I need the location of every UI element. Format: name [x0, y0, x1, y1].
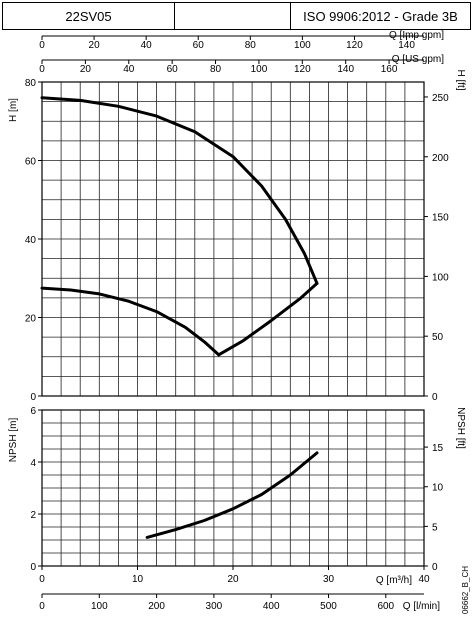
- head-y-axis-label: H [m]: [8, 98, 19, 122]
- y-tick-label: 20: [25, 314, 37, 325]
- imp-gpm-tick-label: 120: [346, 40, 363, 51]
- x-axis-label: Q [m³/h]: [376, 575, 412, 586]
- lmin-axis-label: Q [l/min]: [403, 601, 440, 612]
- y-tick-label: 40: [25, 235, 37, 246]
- imp-gpm-tick-label: 60: [193, 40, 205, 51]
- model-label: 22SV05: [3, 3, 175, 29]
- us-gpm-tick-label: 60: [167, 64, 179, 75]
- y-tick-label: 2: [30, 510, 36, 521]
- npsh-y-axis-label: NPSH [m]: [8, 418, 19, 463]
- lmin-tick-label: 200: [148, 601, 165, 612]
- x-tick-label: 30: [323, 574, 335, 585]
- x-tick-label: 0: [39, 574, 45, 585]
- x-tick-label: 40: [418, 574, 430, 585]
- head-right-axis-label: H [ft]: [455, 69, 466, 90]
- imp-gpm-tick-label: 100: [294, 40, 311, 51]
- header-blank-cell: [175, 3, 291, 29]
- right-tick-label: 5: [432, 522, 438, 533]
- npsh-right-axis-label: NPSH [ft]: [455, 407, 466, 449]
- x-tick-label: 20: [227, 574, 239, 585]
- imp-gpm-tick-label: 140: [398, 40, 415, 51]
- right-tick-label: 200: [432, 153, 449, 164]
- y-tick-label: 0: [30, 392, 36, 403]
- imp-gpm-tick-label: 80: [245, 40, 257, 51]
- lmin-tick-label: 600: [377, 601, 394, 612]
- npsh-curve-1: [145, 451, 319, 539]
- y-tick-label: 60: [25, 157, 37, 168]
- y-tick-label: 4: [30, 458, 36, 469]
- standard-label: ISO 9906:2012 - Grade 3B: [303, 8, 458, 24]
- y-tick-label: 6: [30, 406, 36, 417]
- us-gpm-tick-label: 100: [251, 64, 268, 75]
- us-gpm-tick-label: 120: [294, 64, 311, 75]
- imp-gpm-axis-label: Q [Imp gpm]: [389, 30, 444, 41]
- lmin-tick-label: 300: [206, 601, 223, 612]
- us-gpm-tick-label: 80: [210, 64, 222, 75]
- header-bar: 22SV05 ISO 9906:2012 - Grade 3B: [2, 2, 471, 30]
- right-tick-label: 250: [432, 93, 449, 104]
- y-tick-label: 80: [25, 78, 37, 89]
- drawing-code: 06662_B_CH: [461, 566, 470, 614]
- us-gpm-tick-label: 140: [337, 64, 354, 75]
- right-tick-label: 15: [432, 443, 444, 454]
- lmin-tick-label: 0: [39, 601, 45, 612]
- head-curve-2: [40, 286, 221, 357]
- us-gpm-tick-label: 160: [381, 64, 398, 75]
- x-tick-label: 10: [132, 574, 144, 585]
- imp-gpm-tick-label: 40: [141, 40, 153, 51]
- right-tick-label: 0: [432, 392, 438, 403]
- us-gpm-tick-label: 40: [123, 64, 135, 75]
- right-tick-label: 0: [432, 562, 438, 573]
- y-tick-label: 0: [30, 562, 36, 573]
- head-curve-3: [217, 281, 319, 357]
- right-tick-label: 50: [432, 332, 444, 343]
- right-tick-label: 10: [432, 483, 444, 494]
- us-gpm-tick-label: 20: [80, 64, 92, 75]
- lmin-tick-label: 400: [263, 601, 280, 612]
- lmin-tick-label: 500: [320, 601, 337, 612]
- right-tick-label: 100: [432, 272, 449, 283]
- imp-gpm-tick-label: 20: [89, 40, 101, 51]
- us-gpm-axis-label: Q [US gpm]: [392, 54, 444, 65]
- imp-gpm-tick-label: 0: [39, 40, 45, 51]
- lmin-tick-label: 100: [91, 601, 108, 612]
- us-gpm-tick-label: 0: [39, 64, 45, 75]
- head-curve-1: [40, 96, 319, 285]
- right-tick-label: 150: [432, 213, 449, 224]
